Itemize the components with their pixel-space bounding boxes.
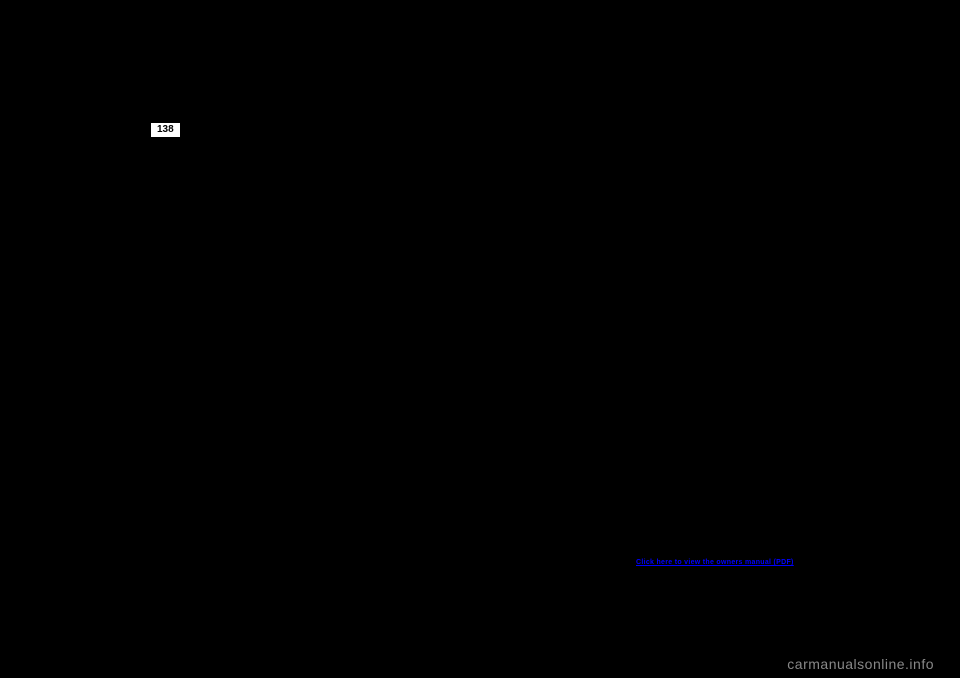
watermark-text: carmanualsonline.info: [787, 656, 934, 672]
page-number-label: 138: [151, 123, 180, 137]
pdf-link[interactable]: Click here to view the owners manual (PD…: [636, 559, 794, 566]
